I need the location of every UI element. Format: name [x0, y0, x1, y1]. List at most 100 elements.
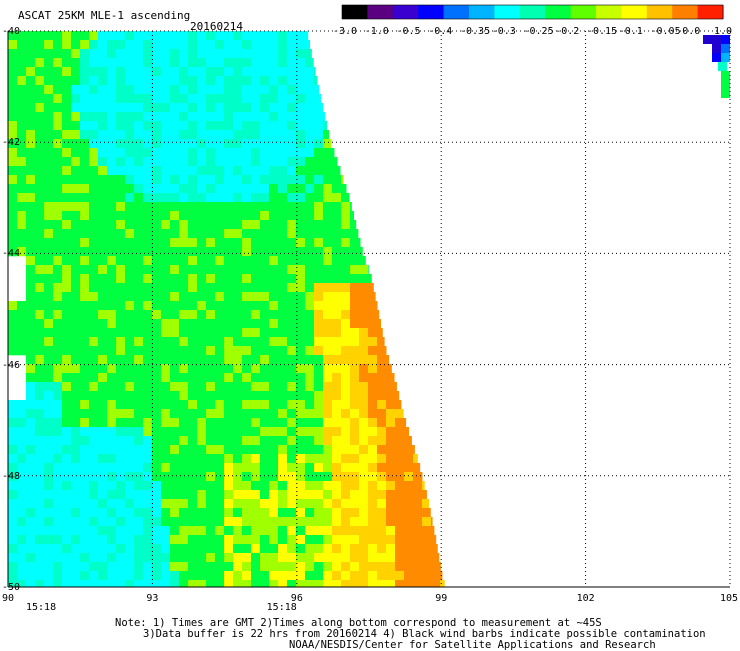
wind-cell	[35, 40, 44, 49]
wind-cell	[44, 139, 53, 148]
wind-cell	[224, 76, 233, 85]
wind-cell	[314, 103, 323, 112]
wind-cell	[98, 67, 107, 76]
wind-cell	[116, 310, 125, 319]
wind-cell	[368, 535, 377, 544]
wind-cell	[179, 283, 188, 292]
wind-cell	[107, 418, 116, 427]
wind-cell	[197, 112, 206, 121]
wind-cell	[152, 571, 161, 580]
wind-cell	[8, 184, 17, 193]
wind-cell	[143, 85, 152, 94]
wind-cell	[107, 85, 116, 94]
wind-cell	[188, 445, 197, 454]
wind-cell	[143, 355, 152, 364]
wind-cell	[26, 544, 35, 553]
wind-cell	[89, 517, 98, 526]
wind-cell	[26, 319, 35, 328]
wind-cell	[296, 418, 305, 427]
wind-cell	[323, 337, 332, 346]
wind-cell	[152, 472, 161, 481]
wind-cell	[116, 112, 125, 121]
wind-cell	[107, 193, 116, 202]
wind-cell	[53, 427, 62, 436]
wind-cell	[134, 427, 143, 436]
wind-cell	[233, 319, 242, 328]
wind-cell	[224, 166, 233, 175]
wind-cell	[116, 490, 125, 499]
wind-cell	[359, 310, 368, 319]
wind-cell	[287, 220, 296, 229]
wind-cell	[332, 409, 341, 418]
wind-cell	[107, 292, 116, 301]
wind-cell	[269, 112, 278, 121]
y-tick-label: -46	[2, 361, 20, 371]
wind-cell	[89, 445, 98, 454]
wind-cell	[80, 508, 89, 517]
wind-cell	[386, 427, 395, 436]
wind-cell	[35, 229, 44, 238]
wind-cell	[170, 31, 179, 40]
wind-cell	[269, 31, 278, 40]
wind-cell	[215, 391, 224, 400]
wind-cell	[62, 364, 71, 373]
wind-cell	[62, 382, 71, 391]
wind-cell	[251, 454, 260, 463]
wind-cell	[134, 85, 143, 94]
wind-cell	[413, 535, 422, 544]
wind-cell	[269, 364, 278, 373]
wind-cell	[71, 580, 80, 587]
wind-cell	[116, 391, 125, 400]
wind-cell	[152, 481, 161, 490]
wind-cell	[296, 310, 305, 319]
wind-cell	[224, 337, 233, 346]
wind-cell	[134, 94, 143, 103]
wind-cell	[71, 202, 80, 211]
wind-cell	[251, 400, 260, 409]
wind-cell	[80, 490, 89, 499]
wind-cell	[278, 283, 287, 292]
wind-cell	[179, 301, 188, 310]
wind-cell	[8, 220, 17, 229]
wind-cell	[314, 121, 323, 130]
wind-cell	[197, 472, 206, 481]
wind-cell	[296, 328, 305, 337]
wind-cell	[287, 301, 296, 310]
wind-cell	[26, 40, 35, 49]
wind-cell	[323, 427, 332, 436]
wind-cell	[314, 517, 323, 526]
wind-cell	[206, 544, 215, 553]
wind-cell	[269, 157, 278, 166]
wind-cell	[413, 445, 415, 454]
wind-cell	[422, 580, 431, 587]
wind-cell	[341, 328, 350, 337]
wind-cell	[17, 121, 26, 130]
wind-cell	[143, 292, 152, 301]
wind-cell	[170, 319, 179, 328]
wind-cell	[314, 148, 323, 157]
wind-cell	[116, 301, 125, 310]
wind-cell	[71, 499, 80, 508]
wind-cell	[17, 67, 26, 76]
wind-cell	[134, 292, 143, 301]
wind-cell	[287, 319, 296, 328]
wind-cell	[305, 49, 312, 58]
wind-cell	[134, 499, 143, 508]
wind-cell	[80, 517, 89, 526]
wind-cell	[161, 229, 170, 238]
wind-cell	[305, 292, 314, 301]
wind-cell	[368, 319, 377, 328]
wind-cell	[116, 220, 125, 229]
wind-cell	[323, 535, 332, 544]
wind-cell	[269, 535, 278, 544]
wind-cell	[404, 445, 413, 454]
wind-cell	[251, 319, 260, 328]
wind-cell	[287, 175, 296, 184]
wind-cell	[359, 238, 361, 247]
wind-cell	[107, 319, 116, 328]
wind-cell	[431, 562, 440, 571]
wind-cell	[80, 256, 89, 265]
wind-cell	[404, 472, 413, 481]
wind-cell	[71, 166, 80, 175]
wind-cell	[107, 436, 116, 445]
